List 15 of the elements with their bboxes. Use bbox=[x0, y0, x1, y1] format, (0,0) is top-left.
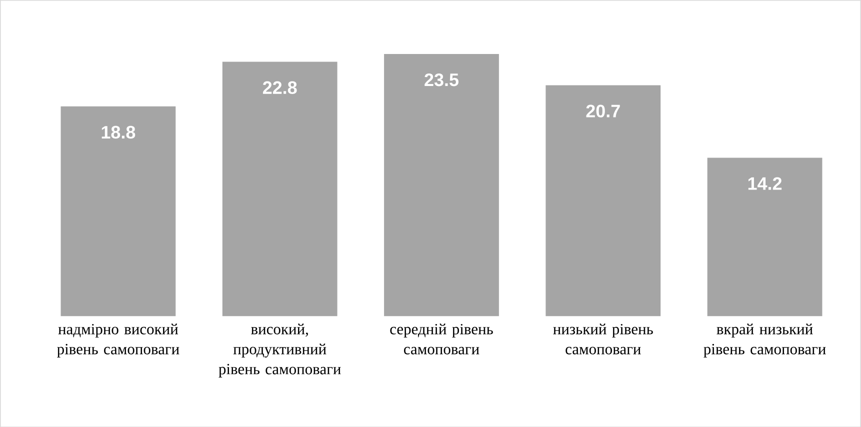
data-label: 20.7 bbox=[586, 104, 620, 118]
bar bbox=[60, 106, 176, 316]
x-tick-label: надмірно високий рівень самоповаги bbox=[57, 323, 180, 358]
bar bbox=[546, 85, 661, 316]
data-label: 22.8 bbox=[262, 81, 297, 94]
x-tick-label: низький рівень самоповаги bbox=[553, 323, 653, 354]
data-label: 23.5 bbox=[424, 73, 458, 86]
bar bbox=[384, 54, 499, 316]
data-label: 18.8 bbox=[102, 126, 136, 138]
x-tick-label: середній рівень самоповаги bbox=[390, 323, 493, 354]
bar bbox=[707, 158, 822, 316]
x-tick-label: високий, продуктивний рівень самоповаги bbox=[218, 323, 341, 378]
bar bbox=[222, 62, 338, 316]
x-tick-label: вкрай низький рівень самоповаги bbox=[704, 323, 826, 358]
data-label: 14.2 bbox=[748, 177, 782, 190]
